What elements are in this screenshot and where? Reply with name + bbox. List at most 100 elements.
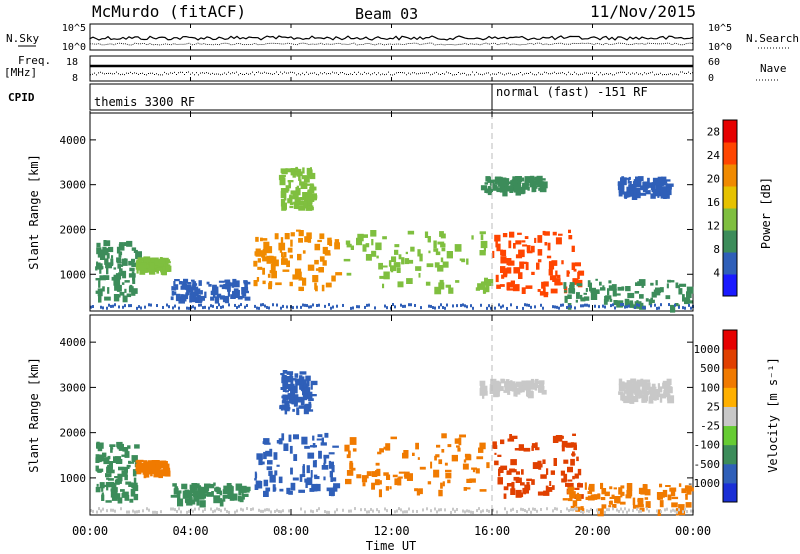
echo-cell — [329, 240, 332, 246]
near-range-echo — [690, 509, 692, 513]
echo-cell — [304, 387, 311, 394]
near-range-echo — [92, 509, 94, 513]
freq-tick-top: 18 — [66, 57, 78, 68]
near-range-echo — [430, 304, 432, 308]
echo-cell — [503, 390, 509, 393]
echo-cell — [685, 493, 688, 500]
near-range-echo — [108, 303, 110, 307]
echo-cell — [678, 508, 686, 516]
echo-cell — [625, 286, 631, 292]
near-range-echo — [204, 305, 206, 309]
echo-cell — [309, 172, 316, 180]
echo-cell — [633, 187, 641, 193]
echo-cell — [190, 499, 196, 505]
echo-cell — [383, 446, 390, 450]
near-range-echo — [226, 509, 228, 513]
echo-cell — [612, 288, 617, 297]
echo-cell — [514, 180, 518, 185]
near-range-echo — [490, 306, 492, 310]
near-range-echo — [574, 507, 576, 511]
echo-cell — [585, 496, 589, 500]
echo-cell — [286, 376, 294, 383]
echo-cell — [494, 460, 499, 466]
echo-region — [278, 166, 318, 211]
echo-cell — [444, 462, 448, 466]
echo-cell — [107, 287, 110, 294]
echo-cell — [310, 206, 314, 211]
echo-cell — [328, 489, 335, 496]
echo-cell — [534, 237, 537, 243]
near-range-echo — [292, 306, 294, 310]
echo-cell — [361, 234, 368, 238]
echo-cell — [280, 188, 287, 193]
echo-cell — [445, 469, 452, 473]
echo-cell — [605, 295, 612, 300]
echo-cell — [305, 193, 310, 201]
echo-cell — [497, 477, 503, 485]
echo-cell — [349, 462, 354, 470]
echo-region — [254, 432, 341, 497]
echo-cell — [124, 451, 130, 458]
near-range-echo — [594, 304, 596, 308]
near-range-echo — [272, 303, 274, 307]
echo-cell — [294, 191, 298, 196]
near-range-echo — [530, 510, 532, 514]
near-range-echo — [186, 306, 188, 310]
echo-cell — [494, 234, 501, 242]
echo-cell — [100, 252, 106, 260]
echo-cell — [537, 259, 542, 263]
echo-cell — [568, 229, 571, 234]
near-range-echo — [264, 304, 266, 308]
echo-cell — [382, 236, 387, 240]
echo-cell — [108, 461, 113, 469]
near-range-echo — [646, 507, 648, 511]
echo-cell — [324, 432, 329, 438]
date-title: 11/Nov/2015 — [590, 2, 696, 21]
echo-cell — [253, 260, 258, 267]
colorbar-tick-label: -1000 — [687, 477, 720, 490]
echo-cell — [664, 381, 672, 384]
echo-cell — [636, 379, 643, 387]
echo-cell — [667, 386, 673, 394]
echo-cell — [256, 453, 263, 460]
echo-cell — [178, 296, 185, 304]
near-range-echo — [456, 304, 458, 308]
echo-cell — [160, 267, 167, 275]
near-range-echo — [524, 508, 526, 512]
echo-cell — [644, 187, 648, 190]
near-range-echo — [262, 303, 264, 307]
echo-cell — [564, 295, 568, 303]
nsky-tick-top: 10^5 — [62, 23, 86, 34]
echo-cell — [302, 250, 306, 254]
echo-cell — [214, 487, 217, 492]
near-range-echo — [264, 508, 266, 512]
echo-cell — [307, 452, 315, 459]
near-range-echo — [368, 303, 370, 307]
echo-cell — [289, 371, 293, 380]
echo-cell — [573, 444, 577, 451]
echo-cell — [310, 380, 318, 386]
velocity-colorbar-label: Velocity [m s⁻¹] — [766, 357, 780, 473]
echo-cell — [361, 475, 368, 483]
echo-cell — [296, 380, 301, 386]
echo-cell — [124, 288, 127, 293]
echo-cell — [415, 442, 419, 450]
echo-cell — [546, 468, 549, 475]
echo-cell — [115, 273, 122, 280]
echo-cell — [371, 482, 375, 490]
echo-cell — [380, 265, 388, 268]
echo-cell — [583, 296, 590, 301]
echo-cell — [271, 256, 277, 265]
echo-cell — [288, 490, 293, 495]
echo-cell — [292, 274, 298, 280]
near-range-echo — [202, 306, 204, 310]
echo-cell — [515, 471, 520, 475]
echo-cell — [276, 440, 282, 444]
echo-cell — [510, 459, 517, 466]
echo-cell — [638, 390, 643, 395]
near-range-echo — [476, 509, 478, 513]
echo-cell — [119, 268, 123, 272]
echo-cell — [156, 467, 160, 475]
cpid-label: CPID — [8, 91, 35, 104]
